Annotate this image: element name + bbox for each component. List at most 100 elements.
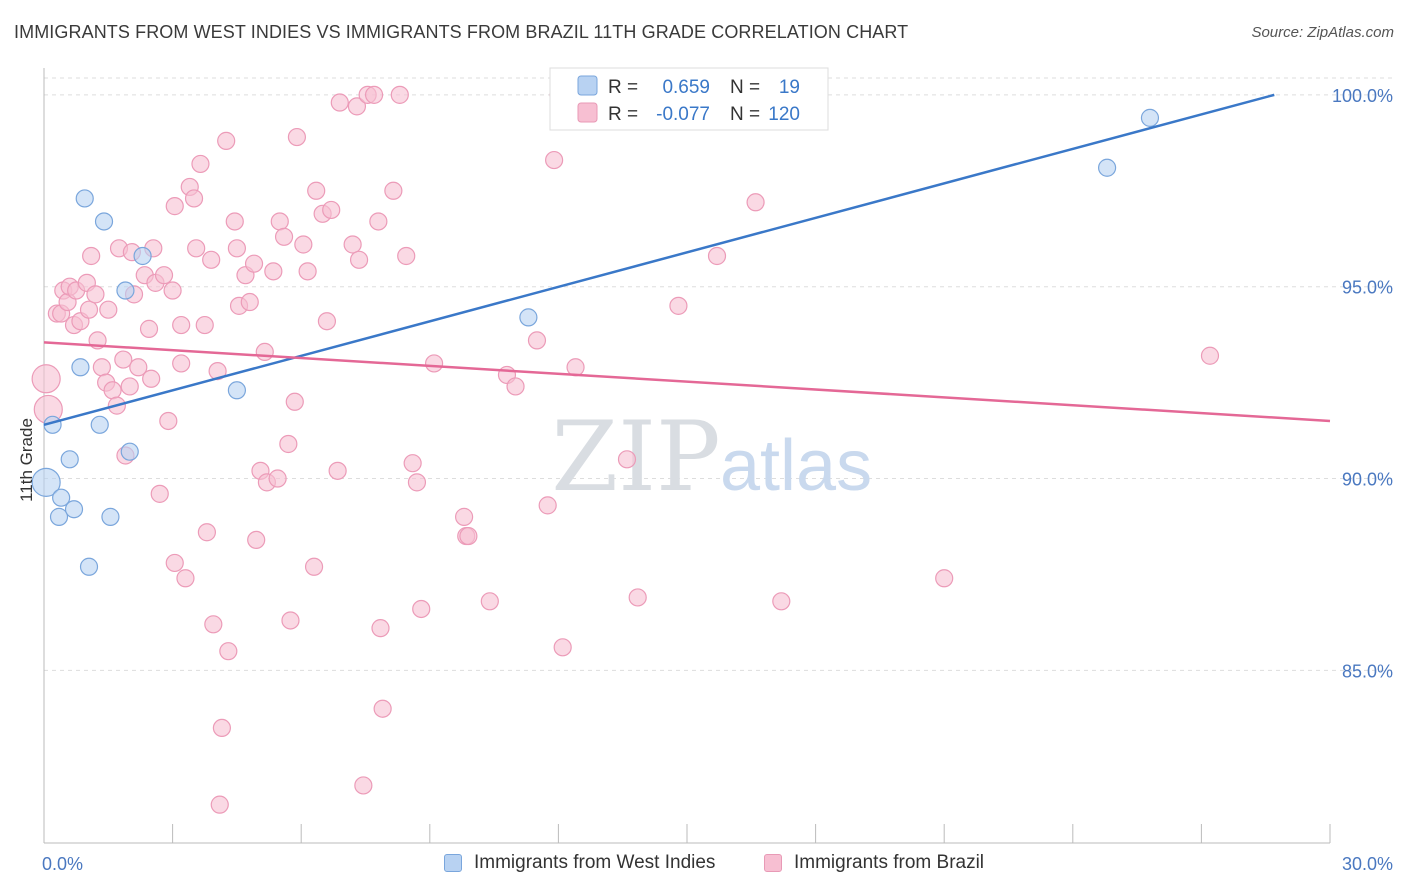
point-west-indies [101,507,120,526]
point-brazil [202,250,221,269]
y-tick-label: 100.0% [1332,86,1393,106]
point-brazil [369,212,388,231]
point-west-indies [71,358,90,377]
point-brazil [270,212,289,231]
point-brazil [349,250,369,269]
point-brazil [240,292,259,312]
point-brazil [371,619,390,638]
point-brazil [79,300,99,319]
legend-r-value-2: -0.077 [656,104,710,125]
point-brazil [285,392,304,411]
point-brazil [424,354,444,373]
point-west-indies [1140,108,1160,127]
y-tick-label: 85.0% [1342,661,1393,681]
point-west-indies [49,507,69,526]
y-tick-labels: 85.0% 90.0% 95.0% 100.0% [1332,86,1393,681]
point-brazil [150,484,169,503]
point-brazil [317,312,337,331]
point-brazil [154,266,174,285]
legend-label-brazil: Immigrants from Brazil [794,852,985,873]
point-west-indies [133,246,152,266]
point-brazil [364,85,384,104]
point-brazil [707,246,727,266]
points-layer [31,85,1220,814]
point-brazil [184,189,204,208]
point-brazil [354,776,373,795]
point-brazil [935,569,954,588]
point-brazil [347,97,367,116]
point-west-indies [519,308,538,327]
x-tick-label-max: 30.0% [1342,854,1393,874]
point-brazil [103,381,122,400]
source-label: Source: ZipAtlas.com [1251,24,1394,41]
point-brazil [212,718,231,738]
point-brazil [197,523,216,542]
legend-swatch-west-indies [577,75,598,96]
point-brazil [191,154,210,174]
legend-item-west-indies[interactable]: Immigrants from West Indies [444,852,715,874]
point-brazil [545,150,564,170]
point-brazil [480,592,499,611]
point-west-indies [1097,158,1117,177]
point-brazil [304,557,324,576]
point-brazil [343,235,362,254]
point-brazil [120,377,139,396]
legend-n-label-2: N = [730,104,760,125]
point-brazil [255,342,274,362]
point-brazil [195,315,214,335]
point-brazil [139,319,159,338]
point-brazil [772,592,791,611]
point-brazil [527,331,547,350]
point-brazil [294,235,313,254]
point-brazil [628,588,647,607]
point-west-indies [94,212,114,231]
point-brazil [454,507,474,526]
point-brazil [176,569,195,588]
point-brazil [506,377,525,396]
point-brazil [129,358,148,377]
point-brazil [219,642,238,661]
point-brazil [403,454,422,473]
point-brazil [459,526,478,546]
point-brazil [172,354,191,373]
legend-n-value-2: 120 [768,104,800,125]
point-brazil [281,611,300,630]
trend-lines [43,93,1331,427]
trend-line-west-indies [43,93,1275,427]
point-brazil [159,411,178,431]
point-brazil [247,530,266,550]
watermark: ZIP atlas [551,401,872,513]
point-brazil [322,200,341,220]
point-west-indies [116,281,135,300]
point-brazil [1200,346,1220,365]
legend-label-west-indies: Immigrants from West Indies [474,852,716,873]
point-brazil [163,281,182,300]
point-west-indies [64,500,84,519]
point-west-indies [120,442,139,461]
point-brazil [287,127,307,147]
legend-r-label-2: R = [608,104,638,125]
point-brazil [397,246,416,266]
gridlines [44,77,1394,671]
point-brazil [142,369,161,388]
point-brazil [328,461,347,480]
point-brazil [217,131,236,150]
x-tick-label-min: 0.0% [42,854,83,874]
y-axis-title: 11th Grade [17,418,36,502]
y-tick-label: 95.0% [1342,278,1393,298]
point-west-indies [75,189,94,208]
point-brazil [172,315,191,335]
point-west-indies [227,381,246,400]
legend-item-brazil[interactable]: Immigrants from Brazil [764,852,984,874]
point-brazil [210,795,229,814]
watermark-atlas: atlas [720,426,872,506]
point-brazil [384,181,403,200]
point-brazil [187,239,206,258]
point-brazil [274,227,294,246]
point-brazil [307,181,326,200]
point-brazil [92,358,111,377]
point-brazil [268,469,287,488]
point-brazil [412,599,431,619]
legend-swatch-brazil [764,854,782,872]
